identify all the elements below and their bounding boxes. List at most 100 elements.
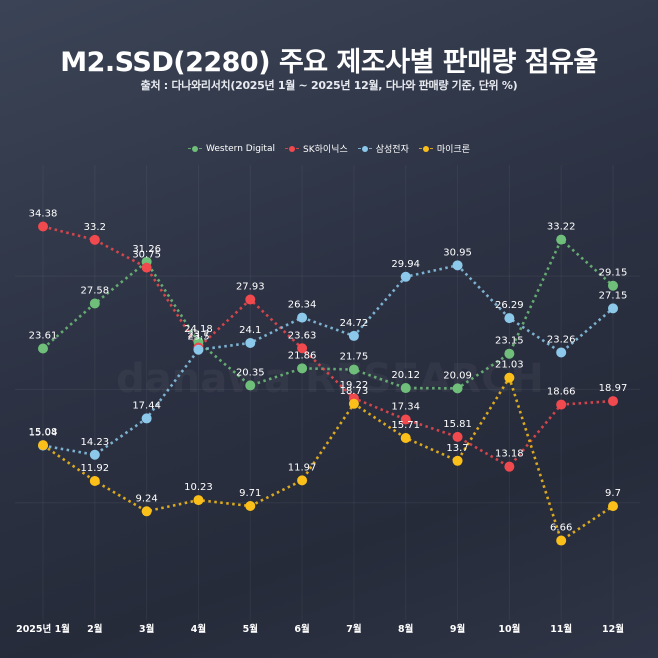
data-label: 24.18 <box>184 324 213 335</box>
data-point[interactable] <box>348 330 359 341</box>
data-point[interactable] <box>245 294 256 305</box>
legend-item-samsung[interactable]: 삼성전자 <box>357 142 409 155</box>
data-label: 15.71 <box>391 420 420 431</box>
data-label: 24.72 <box>340 318 369 329</box>
data-point[interactable] <box>89 475 100 486</box>
data-point[interactable] <box>348 364 359 375</box>
data-label: 23.5 <box>187 332 209 343</box>
data-label: 30.75 <box>132 250 161 261</box>
series-line-3 <box>42 374 614 543</box>
data-label: 11.92 <box>80 463 109 474</box>
x-axis: 2025년 1월 2월 3월 4월 5월 6월 7월 8월 9월 10월 11월 12월 <box>16 623 624 635</box>
data-point[interactable] <box>89 449 100 460</box>
data-point[interactable] <box>38 343 48 354</box>
data-label: 19.22 <box>340 380 369 391</box>
data-point[interactable] <box>608 501 618 512</box>
data-point[interactable] <box>141 413 152 424</box>
data-label: 24.1 <box>239 325 261 336</box>
data-label: 14.23 <box>80 437 109 448</box>
data-label: 6.66 <box>550 523 572 534</box>
watermark: danawa RESEARCH <box>116 356 544 402</box>
legend-label: Western Digital <box>206 143 275 154</box>
data-label: 15.81 <box>443 419 472 430</box>
data-point[interactable] <box>504 313 515 324</box>
data-point[interactable] <box>556 399 567 410</box>
data-point[interactable] <box>38 221 48 232</box>
x-tick-label: 11월 <box>550 623 572 635</box>
data-point[interactable] <box>38 440 48 451</box>
series-line-2 <box>42 263 614 457</box>
data-label: 21.75 <box>340 352 369 363</box>
data-point[interactable] <box>556 234 567 245</box>
data-point[interactable] <box>193 344 204 355</box>
chart-title: M2.SSD(2280) 주요 제조사별 판매량 점유율 <box>60 47 598 78</box>
data-point[interactable] <box>504 461 515 472</box>
grid-lines <box>15 165 640 620</box>
series-points <box>38 221 618 546</box>
data-point[interactable] <box>452 431 463 442</box>
data-point[interactable] <box>608 280 618 291</box>
data-label: 9.71 <box>239 488 261 499</box>
data-point[interactable] <box>400 271 411 282</box>
x-tick-label: 4월 <box>191 623 206 635</box>
x-tick-label: 3월 <box>139 623 154 635</box>
data-point[interactable] <box>141 262 152 273</box>
data-label: 9.7 <box>605 488 621 499</box>
data-point[interactable] <box>297 343 308 354</box>
data-point[interactable] <box>400 414 411 425</box>
data-label: 13.18 <box>495 449 524 460</box>
data-point[interactable] <box>89 234 100 245</box>
x-tick-label: 6월 <box>294 623 309 635</box>
x-tick-label: 12월 <box>602 623 624 635</box>
data-point[interactable] <box>193 495 204 506</box>
data-point[interactable] <box>556 535 567 546</box>
x-tick-label: 10월 <box>498 623 520 635</box>
data-point[interactable] <box>452 455 463 466</box>
data-label: 17.44 <box>132 400 161 411</box>
data-label: 13.7 <box>446 443 468 454</box>
legend-marker-icon <box>188 145 203 152</box>
series-line-0 <box>42 237 614 390</box>
data-point[interactable] <box>504 348 515 359</box>
data-label: 29.15 <box>599 268 628 279</box>
legend-marker-icon <box>418 145 433 152</box>
data-point[interactable] <box>452 260 463 271</box>
data-label: 18.66 <box>547 387 576 398</box>
legend-marker-icon <box>357 145 372 152</box>
legend-item-micron[interactable]: 마이크론 <box>418 142 470 155</box>
data-label: 31.26 <box>132 244 161 255</box>
data-label: 9.24 <box>136 493 158 504</box>
data-point[interactable] <box>245 500 256 511</box>
data-point[interactable] <box>245 337 256 348</box>
data-point[interactable] <box>556 347 567 358</box>
data-point[interactable] <box>400 433 411 444</box>
data-label: 33.2 <box>84 222 106 233</box>
data-point[interactable] <box>608 303 618 314</box>
data-point[interactable] <box>608 396 618 407</box>
legend: Western Digital SK하이닉스 삼성전자 마이크론 <box>0 142 658 155</box>
x-tick-label: 2025년 1월 <box>16 623 70 635</box>
data-label: 20.35 <box>236 367 265 378</box>
data-label: 23.26 <box>547 334 576 345</box>
legend-item-western-digital[interactable]: Western Digital <box>188 142 275 155</box>
data-point[interactable] <box>245 380 256 391</box>
data-point[interactable] <box>400 383 411 394</box>
data-label: 20.09 <box>443 370 472 381</box>
data-point[interactable] <box>297 475 308 486</box>
data-point[interactable] <box>452 383 463 394</box>
x-tick-label: 7월 <box>346 623 361 635</box>
legend-marker-icon <box>284 145 299 152</box>
data-label: 11.97 <box>288 462 317 473</box>
data-label: 18.73 <box>340 386 369 397</box>
data-label: 15.04 <box>29 428 58 439</box>
data-point[interactable] <box>141 506 152 517</box>
data-label: 21.86 <box>288 350 317 361</box>
data-point[interactable] <box>504 372 515 383</box>
data-point[interactable] <box>348 398 359 409</box>
series-lines <box>42 225 614 543</box>
legend-item-sk-hynix[interactable]: SK하이닉스 <box>284 142 348 155</box>
data-point[interactable] <box>297 363 308 374</box>
data-label: 26.29 <box>495 300 524 311</box>
data-point[interactable] <box>297 312 308 323</box>
data-point[interactable] <box>89 298 100 309</box>
